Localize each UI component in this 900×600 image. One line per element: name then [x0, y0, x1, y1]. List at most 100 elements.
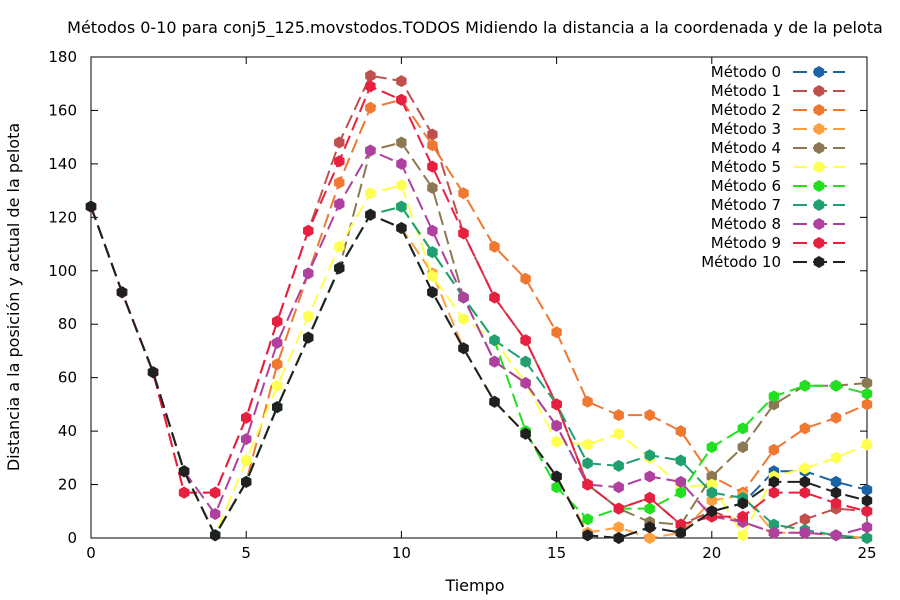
- data-point: [85, 200, 97, 213]
- legend-label: Método 6: [711, 177, 781, 195]
- data-point: [644, 521, 655, 534]
- data-point: [458, 291, 469, 304]
- data-point: [210, 486, 221, 499]
- data-point: [178, 486, 190, 499]
- data-point: [861, 398, 873, 411]
- y-tick-label: 60: [58, 369, 77, 387]
- legend-label: Método 0: [711, 63, 781, 81]
- y-tick-label: 120: [48, 208, 77, 226]
- data-point: [489, 240, 500, 253]
- data-point: [241, 411, 252, 424]
- chart-title: Métodos 0-10 para conj5_125.movstodos.TO…: [67, 18, 883, 38]
- data-point: [799, 486, 811, 499]
- data-point: [861, 438, 873, 451]
- data-point: [427, 286, 438, 299]
- legend-label: Método 9: [711, 234, 781, 252]
- data-point: [830, 529, 842, 542]
- data-point: [551, 398, 562, 411]
- x-tick-label: 15: [547, 544, 566, 562]
- data-point: [706, 478, 717, 491]
- data-point: [830, 451, 842, 464]
- data-point: [644, 491, 655, 504]
- data-point: [613, 409, 624, 422]
- data-point: [830, 411, 842, 424]
- x-tick-label: 10: [392, 544, 411, 562]
- plot-area-frame: [90, 56, 868, 539]
- data-point: [706, 505, 717, 518]
- x-tick-label: 20: [702, 544, 721, 562]
- data-point: [551, 326, 562, 339]
- y-tick-label: 100: [48, 262, 77, 280]
- data-point: [241, 433, 252, 446]
- data-point: [737, 510, 748, 523]
- data-point: [613, 427, 624, 440]
- data-point: [613, 521, 624, 534]
- legend-label: Método 5: [711, 158, 781, 176]
- data-point: [830, 486, 842, 499]
- legend-swatch-marker: [813, 123, 825, 135]
- data-point: [210, 508, 221, 520]
- data-point: [272, 358, 283, 371]
- legend-swatch-marker: [813, 256, 825, 268]
- data-point: [551, 435, 562, 448]
- data-point: [799, 513, 811, 526]
- data-point: [365, 69, 376, 82]
- y-tick-label: 0: [67, 529, 77, 547]
- data-point: [427, 160, 438, 173]
- data-point: [520, 272, 531, 285]
- data-point: [396, 157, 407, 170]
- data-point: [303, 267, 314, 280]
- data-point: [427, 139, 438, 152]
- data-point: [737, 497, 748, 510]
- data-point: [861, 521, 873, 534]
- legend-swatch-marker: [813, 218, 825, 230]
- data-point: [582, 513, 593, 526]
- data-point: [520, 377, 531, 389]
- data-point: [520, 427, 531, 440]
- data-point: [706, 486, 717, 499]
- series-10: [85, 200, 873, 544]
- data-point: [458, 227, 469, 240]
- data-point: [830, 497, 842, 510]
- data-point: [365, 187, 376, 200]
- data-point: [396, 75, 407, 88]
- data-point: [737, 422, 748, 435]
- legend-label: Método 4: [711, 139, 781, 157]
- data-point: [427, 270, 438, 283]
- data-point: [861, 483, 873, 496]
- data-point: [396, 136, 407, 149]
- data-point: [768, 398, 780, 411]
- data-point: [861, 494, 873, 507]
- data-point: [241, 475, 252, 488]
- data-point: [427, 224, 438, 237]
- data-point: [272, 336, 283, 349]
- data-point: [582, 457, 593, 470]
- data-point: [427, 181, 438, 194]
- data-point: [675, 425, 686, 438]
- x-axis-label: Tiempo: [444, 576, 504, 595]
- data-point: [613, 532, 624, 544]
- data-point: [520, 355, 531, 368]
- data-point: [427, 128, 438, 141]
- data-point: [303, 224, 314, 237]
- data-point: [241, 454, 252, 467]
- legend-label: Método 8: [711, 215, 781, 233]
- legend-label: Método 2: [711, 101, 781, 119]
- data-point: [458, 342, 469, 355]
- data-point: [861, 387, 873, 400]
- data-point: [768, 390, 780, 403]
- data-point: [861, 377, 873, 389]
- x-tick-label: 25: [857, 544, 876, 562]
- data-point: [303, 310, 314, 323]
- data-point: [272, 379, 283, 392]
- data-point: [675, 486, 686, 499]
- data-point: [489, 291, 500, 304]
- data-point: [768, 518, 780, 531]
- data-point: [458, 187, 469, 200]
- data-point: [706, 441, 717, 454]
- data-point: [799, 526, 811, 539]
- data-point: [272, 315, 283, 328]
- data-point: [551, 481, 562, 494]
